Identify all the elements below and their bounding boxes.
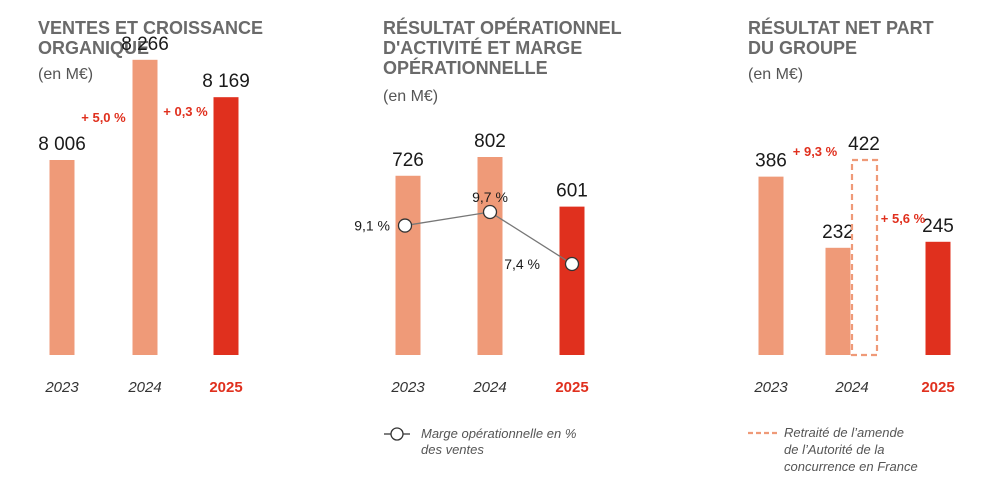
- bar-2025: [213, 97, 239, 356]
- value-label-2025: 8 169: [202, 71, 250, 92]
- chart-sales: 8 006 2023 8 266 2024 8 169 2025 + 5,0 % + 0,3 …: [38, 34, 250, 396]
- legend-label: Retraité de l’amende de l’Autorité de la c…: [784, 425, 918, 474]
- chart-title: RÉSULTAT OPÉRATIONNEL D'ACTIVITÉ ET MARG…: [383, 18, 622, 78]
- bar-2025: [559, 206, 585, 355]
- margin-point-2023: [397, 218, 413, 233]
- legend-label-line: de l’Autorité de la: [784, 442, 884, 457]
- margin-label-2025: 7,4 %: [504, 256, 540, 272]
- bar-2024: [477, 157, 503, 355]
- growth-label: + 0,3 %: [163, 104, 208, 119]
- value-label-2023: 726: [392, 150, 424, 171]
- value-label-2025: 245: [922, 216, 954, 237]
- chart-title: RÉSULTAT NET PART DU GROUPE: [748, 18, 934, 58]
- value-label-2024-restated: 422: [848, 134, 880, 155]
- legend-label-line: des ventes: [421, 442, 484, 457]
- margin-point-2025: [564, 256, 580, 272]
- value-label-2025: 601: [556, 181, 588, 202]
- chart-title: VENTES ET CROISSANCE ORGANIQUE: [38, 18, 264, 58]
- chart-subtitle: (en M€): [748, 66, 804, 83]
- tick-label-2023: 2023: [390, 379, 425, 396]
- legend-label-line: concurrence en France: [784, 459, 918, 474]
- chart-subtitle: (en M€): [38, 66, 94, 83]
- value-label-2024: 8 266: [121, 34, 169, 55]
- tick-label-2025: 2025: [209, 379, 242, 396]
- value-label-2024: 802: [474, 131, 506, 152]
- legend-label: Marge opérationnelle en % des ventes: [421, 426, 576, 457]
- value-label-2024: 232: [822, 222, 854, 243]
- bar-2023: [758, 176, 784, 355]
- tick-label-2023: 2023: [44, 379, 79, 396]
- margin-label-2023: 9,1 %: [354, 218, 390, 234]
- tick-label-2024: 2024: [127, 379, 161, 396]
- chart-operating-result: 726 2023 802 2024 601 2025 9,1 % 9,7 % 7,4 % Marg…: [354, 131, 589, 457]
- chart-subtitle: (en M€): [383, 88, 439, 105]
- tick-label-2025: 2025: [555, 379, 588, 396]
- tick-label-2024: 2024: [834, 379, 868, 396]
- bar-2025: [925, 241, 951, 355]
- tick-label-2023: 2023: [753, 379, 788, 396]
- legend-marker: [390, 427, 404, 441]
- bar-2023: [395, 175, 421, 355]
- growth-label: + 9,3 %: [793, 144, 838, 159]
- bar-2024: [132, 59, 158, 356]
- growth-label: + 5,0 %: [81, 110, 126, 125]
- tick-label-2025: 2025: [921, 379, 954, 396]
- legend-label-line: Retraité de l’amende: [784, 425, 904, 440]
- bar-2023: [49, 160, 75, 355]
- legend-label-line: Marge opérationnelle en %: [421, 426, 576, 441]
- margin-point-2024: [482, 204, 498, 220]
- value-label-2023: 386: [755, 151, 787, 172]
- tick-label-2024: 2024: [472, 379, 506, 396]
- chart-net-result: 386 2023 232 2024 245 2025 422 + 9,3 % + 5,6 % Re…: [748, 134, 955, 474]
- panel-sales: VENTES ET CROISSANCE ORGANIQUE (en M€) 8…: [38, 0, 298, 496]
- bar-2024-restated: [850, 158, 879, 357]
- bar-2024: [825, 247, 851, 355]
- panel-net-result: RÉSULTAT NET PART DU GROUPE (en M€) 386 2…: [740, 0, 1000, 496]
- growth-label: + 5,6 %: [881, 211, 926, 226]
- value-label-2023: 8 006: [38, 134, 86, 155]
- panel-operating-result: RÉSULTAT OPÉRATIONNEL D'ACTIVITÉ ET MARG…: [354, 0, 640, 496]
- margin-label-2024: 9,7 %: [472, 189, 508, 205]
